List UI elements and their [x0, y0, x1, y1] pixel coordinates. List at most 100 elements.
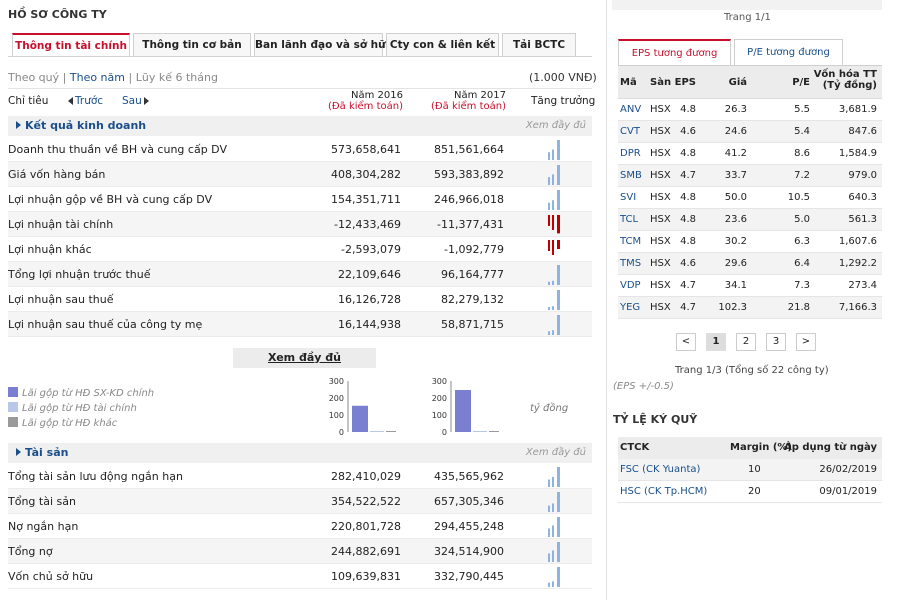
next-button[interactable]: Sau — [122, 95, 149, 107]
next-label: Sau — [122, 95, 142, 107]
row-label: Lợi nhuận khác — [8, 243, 92, 256]
period-year-link[interactable]: Theo năm — [69, 71, 125, 84]
table-row: CVT HSX 4.6 24.6 5.4 847.6 — [618, 121, 882, 143]
mini-chart-2016: 300 200 100 0 — [329, 377, 396, 437]
growth-sparkline — [548, 240, 560, 255]
y-tick-label: 300 — [432, 377, 447, 386]
stock-code[interactable]: ANV — [620, 104, 642, 115]
value-2016: 244,882,691 — [331, 545, 401, 558]
table-row: Tổng nợ 244,882,691 324,514,900 — [8, 539, 592, 564]
peer-panel: Trang 1/1 EPS tương đương P/E tương đươn… — [612, 0, 900, 600]
col-market-cap-unit: (Tỷ đồng) — [822, 80, 877, 91]
page-next-button[interactable]: > — [796, 333, 816, 351]
stock-code[interactable]: DPR — [620, 148, 641, 159]
exchange: HSX — [650, 258, 671, 269]
pe-value: 6.4 — [794, 258, 810, 269]
page-prev-button[interactable]: < — [676, 333, 696, 351]
view-all-link[interactable]: Xem đầy đủ — [525, 120, 586, 131]
stock-code[interactable]: CVT — [620, 126, 640, 137]
sparkline-bar — [552, 280, 554, 285]
stock-code[interactable]: TCL — [620, 214, 639, 225]
sparkline-bar — [548, 307, 550, 310]
sparkline-bar — [548, 281, 550, 285]
price-value: 33.7 — [724, 170, 747, 181]
stock-code[interactable]: VDP — [620, 280, 641, 291]
tab-leadership-ownership[interactable]: Ban lãnh đạo và sở hữu — [254, 33, 393, 57]
value-2017: 82,279,132 — [441, 293, 504, 306]
table-row: Vốn chủ sở hữu 109,639,831 332,790,445 — [8, 564, 592, 589]
tab-divider — [8, 56, 592, 57]
tab-financial-info[interactable]: Thông tin tài chính — [12, 33, 130, 57]
y-tick-label: 200 — [329, 394, 344, 403]
broker-name[interactable]: FSC (CK Yuanta) — [620, 464, 701, 475]
tab-basic-info[interactable]: Thông tin cơ bản — [133, 33, 251, 57]
page-3-button[interactable]: 3 — [766, 333, 786, 351]
sparkline-bar — [552, 200, 554, 210]
broker-name[interactable]: HSC (CK Tp.HCM) — [620, 486, 708, 497]
eps-value: 4.6 — [680, 258, 696, 269]
margin-table: CTCK Margin (%) Áp dụng từ ngày FSC (CK … — [618, 437, 882, 503]
tab-eps-equivalent[interactable]: EPS tương đương — [618, 39, 731, 66]
market-cap-value: 1,607.6 — [838, 236, 877, 247]
stock-code[interactable]: YEG — [620, 302, 641, 313]
value-2017: -11,377,431 — [437, 218, 504, 231]
sparkline-bar — [548, 479, 550, 487]
tab-subsidiaries[interactable]: Cty con & liên kết — [386, 33, 499, 57]
section-title[interactable]: Kết quả kinh doanh — [16, 119, 146, 132]
exchange: HSX — [650, 280, 671, 291]
view-all-link[interactable]: Xem đầy đủ — [525, 447, 586, 458]
stock-code[interactable]: TMS — [620, 258, 642, 269]
col-effective-date: Áp dụng từ ngày — [783, 442, 877, 453]
value-2016: 16,126,728 — [338, 293, 401, 306]
sparkline-bar — [557, 567, 560, 587]
section-title[interactable]: Tài sản — [16, 446, 68, 459]
market-cap-value: 979.0 — [848, 170, 877, 181]
table-row: TCM HSX 4.8 30.2 6.3 1,607.6 — [618, 231, 882, 253]
sparkline-bar — [548, 240, 550, 251]
sparkline-bar — [557, 517, 560, 537]
period-cumulative-link[interactable]: Lũy kế 6 tháng — [135, 71, 218, 84]
growth-sparkline — [548, 517, 560, 537]
chart-bar — [489, 431, 499, 432]
exchange: HSX — [650, 126, 671, 137]
price-value: 102.3 — [718, 302, 747, 313]
y-tick-label: 100 — [432, 411, 447, 420]
value-2017: 435,565,962 — [434, 470, 504, 483]
top-pager-bar — [612, 0, 882, 10]
stock-code[interactable]: TCM — [620, 236, 642, 247]
y-tick-label: 0 — [339, 428, 344, 437]
sparkline-bar — [552, 330, 554, 335]
value-2016: 22,109,646 — [338, 268, 401, 281]
value-2017: 332,790,445 — [434, 570, 504, 583]
tab-pe-equivalent[interactable]: P/E tương đương — [734, 39, 843, 66]
market-cap-value: 1,584.9 — [838, 148, 877, 159]
stock-code[interactable]: SVI — [620, 192, 637, 203]
row-label: Doanh thu thuần về BH và cung cấp DV — [8, 143, 227, 156]
exchange: HSX — [650, 170, 671, 181]
market-cap-value: 1,292.2 — [838, 258, 877, 269]
stock-code[interactable]: SMB — [620, 170, 642, 181]
legend-label: Lãi gộp từ HĐ SX-KD chính — [22, 388, 155, 399]
financial-panel: HỒ SƠ CÔNG TY Thông tin tài chính Thông … — [8, 8, 597, 589]
eps-value: 4.8 — [680, 148, 696, 159]
page-2-button[interactable]: 2 — [736, 333, 756, 351]
prev-button[interactable]: Trước — [68, 95, 103, 107]
value-2017: 58,871,715 — [441, 318, 504, 331]
eps-value: 4.8 — [680, 236, 696, 247]
peer-rows: ANV HSX 4.8 26.3 5.5 3,681.9 CVT HSX 4.6 24.6 5.4 8… — [618, 99, 882, 319]
page-1-button[interactable]: 1 — [706, 333, 726, 351]
price-value: 24.6 — [724, 126, 747, 137]
period-quarter-link[interactable]: Theo quý — [8, 71, 60, 84]
margin-title: TỶ LỆ KÝ QUỸ — [613, 413, 698, 426]
price-value: 41.2 — [724, 148, 747, 159]
price-value: 34.1 — [724, 280, 747, 291]
view-all-button[interactable]: Xem đầy đủ — [233, 348, 376, 368]
value-2017: 593,383,892 — [434, 168, 504, 181]
value-2017: 851,561,664 — [434, 143, 504, 156]
section-title-text: Tài sản — [25, 446, 69, 459]
sparkline-bar — [552, 240, 554, 255]
tab-download-reports[interactable]: Tải BCTC — [502, 33, 576, 57]
table-row: Lợi nhuận sau thuế 16,126,728 82,279,132 — [8, 287, 592, 312]
price-value: 23.6 — [724, 214, 747, 225]
sparkline-bar — [552, 476, 554, 487]
